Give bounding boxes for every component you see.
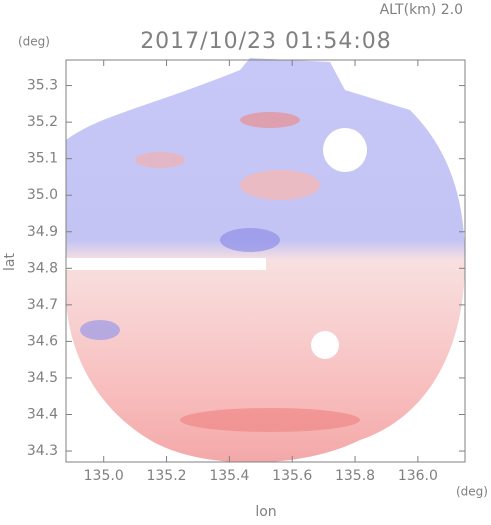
x-tick-label: 136.0 <box>398 468 438 484</box>
x-axis-label: lon <box>255 504 276 520</box>
y-tick-label: 35.3 <box>27 78 58 94</box>
x-unit: (deg) <box>456 485 488 499</box>
y-tick-label: 34.5 <box>27 370 58 386</box>
x-tick-label: 135.4 <box>209 468 249 484</box>
altitude-label: ALT(km) 2.0 <box>380 2 463 18</box>
x-tick-label: 135.8 <box>335 468 375 484</box>
chart-title: 2017/10/23 01:54:08 <box>140 29 392 54</box>
y-unit: (deg) <box>18 35 50 49</box>
x-tick-label: 135.6 <box>272 468 312 484</box>
y-tick-label: 34.6 <box>27 333 58 349</box>
radar-field <box>66 58 465 463</box>
x-tick-label: 135.2 <box>146 468 186 484</box>
y-axis-label: lat <box>2 253 18 271</box>
y-tick-label: 34.7 <box>27 297 58 313</box>
y-tick-label: 35.2 <box>27 114 58 130</box>
y-tick-label: 34.9 <box>27 224 58 240</box>
plot-frame <box>65 59 466 463</box>
y-tick-label: 34.3 <box>27 443 58 459</box>
x-tick-label: 135.0 <box>84 468 124 484</box>
y-tick-label: 34.8 <box>27 260 58 276</box>
y-tick-label: 34.4 <box>27 406 58 422</box>
y-tick-label: 35.0 <box>27 187 58 203</box>
y-tick-label: 35.1 <box>27 151 58 167</box>
